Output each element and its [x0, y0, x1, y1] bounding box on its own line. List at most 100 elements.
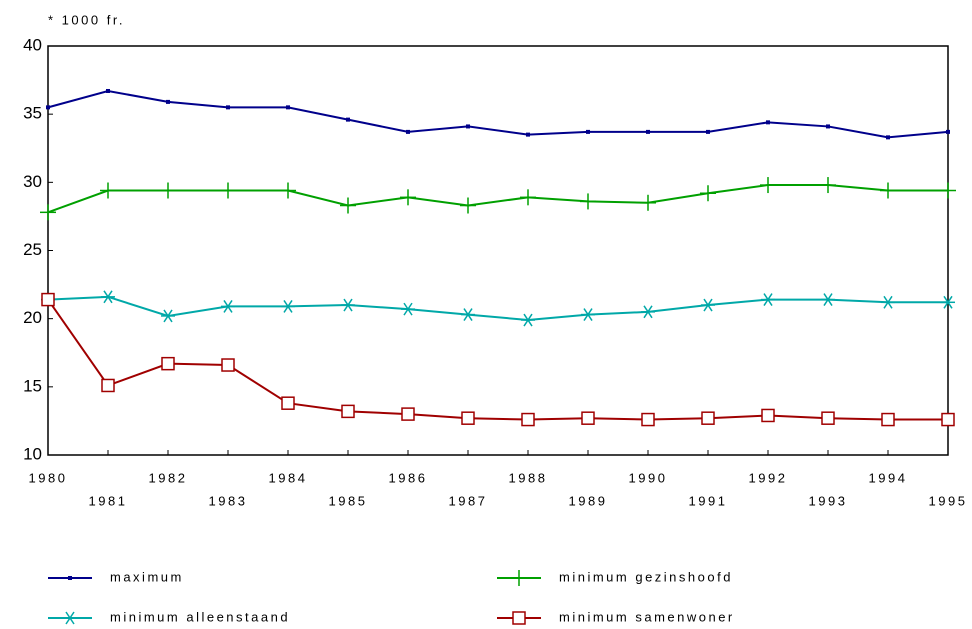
x-tick-label: 1988	[509, 470, 548, 485]
point-marker	[881, 295, 895, 309]
marker-dot	[586, 129, 590, 134]
marker-square	[221, 358, 235, 372]
marker-square	[41, 292, 55, 307]
point-marker	[941, 412, 955, 427]
marker-stroke	[583, 308, 593, 321]
point-marker	[821, 293, 835, 306]
x-tick-label: 1990	[629, 470, 668, 485]
point-marker	[761, 408, 775, 423]
point-marker	[280, 182, 296, 199]
series-line	[47, 299, 948, 421]
y-tick-label: 20	[23, 308, 42, 327]
point-marker	[220, 182, 236, 199]
point-marker	[886, 135, 890, 140]
x-tick-label: 1994	[869, 470, 908, 485]
point-marker	[341, 298, 355, 312]
point-marker	[641, 412, 655, 427]
point-marker	[106, 88, 110, 93]
x-tick-label: 1984	[269, 470, 308, 485]
marker-stroke	[703, 298, 713, 312]
series-line	[47, 184, 948, 214]
marker-dot	[226, 105, 230, 110]
marker-square	[761, 408, 775, 423]
marker-square	[341, 404, 355, 419]
marker-square	[581, 411, 595, 425]
point-marker	[281, 299, 295, 313]
point-marker	[766, 120, 770, 125]
point-marker	[706, 129, 710, 134]
marker-square	[521, 412, 535, 427]
point-marker	[640, 194, 656, 211]
point-marker	[761, 293, 775, 306]
x-tick-label: 1981	[89, 493, 128, 508]
legend-label: minimum gezinshoofd	[559, 569, 733, 584]
x-tick-label: 1983	[209, 493, 248, 508]
x-tick-label: 1982	[149, 470, 188, 485]
marker-stroke	[523, 313, 533, 327]
point-marker	[701, 298, 715, 312]
marker-stroke	[223, 299, 233, 313]
marker-dot	[766, 120, 770, 125]
marker-dot	[406, 129, 410, 134]
marker-stroke	[643, 305, 653, 319]
marker-dot	[706, 129, 710, 134]
point-marker	[41, 292, 55, 307]
point-marker	[401, 407, 415, 421]
series-line	[47, 295, 948, 322]
point-marker	[63, 611, 77, 625]
point-marker	[581, 411, 595, 425]
point-marker	[521, 412, 535, 427]
marker-square	[941, 412, 955, 427]
marker-square	[641, 412, 655, 427]
point-marker	[940, 182, 956, 199]
point-marker	[520, 189, 536, 206]
marker-dot	[46, 105, 50, 110]
marker-dot	[346, 117, 350, 122]
point-marker	[521, 313, 535, 327]
marker-dot	[166, 99, 170, 104]
x-tick-label: 1995	[929, 493, 968, 508]
marker-stroke	[343, 298, 353, 312]
y-tick-label: 40	[23, 35, 42, 54]
point-marker	[226, 105, 230, 110]
marker-square	[101, 378, 115, 393]
point-marker	[221, 299, 235, 313]
x-tick-label: 1987	[449, 493, 488, 508]
point-marker	[461, 308, 475, 321]
point-marker	[161, 309, 175, 323]
point-marker	[580, 193, 596, 210]
x-tick-label: 1989	[569, 493, 608, 508]
marker-square	[281, 396, 295, 410]
marker-square	[821, 411, 835, 425]
point-marker	[880, 182, 896, 199]
point-marker	[281, 396, 295, 410]
point-marker	[161, 356, 175, 371]
y-tick-label: 35	[23, 104, 42, 123]
point-marker	[221, 358, 235, 372]
point-marker	[101, 378, 115, 393]
point-marker	[466, 124, 470, 129]
y-tick-label: 15	[23, 376, 42, 395]
marker-dot	[68, 576, 72, 580]
marker-square	[881, 412, 895, 427]
point-marker	[406, 129, 410, 134]
legend-label: maximum	[110, 569, 184, 584]
marker-stroke	[463, 308, 473, 321]
point-marker	[101, 290, 115, 304]
legend-label: minimum samenwoner	[559, 609, 735, 624]
marker-stroke	[103, 290, 113, 304]
point-marker	[460, 197, 476, 214]
point-marker	[400, 189, 416, 206]
point-marker	[68, 576, 72, 580]
point-marker	[700, 185, 716, 202]
marker-stroke	[823, 293, 833, 306]
point-marker	[881, 412, 895, 427]
marker-stroke	[763, 293, 773, 306]
point-marker	[340, 197, 356, 214]
point-marker	[826, 124, 830, 129]
marker-dot	[106, 88, 110, 93]
y-tick-label: 10	[23, 444, 42, 463]
point-marker	[586, 129, 590, 134]
